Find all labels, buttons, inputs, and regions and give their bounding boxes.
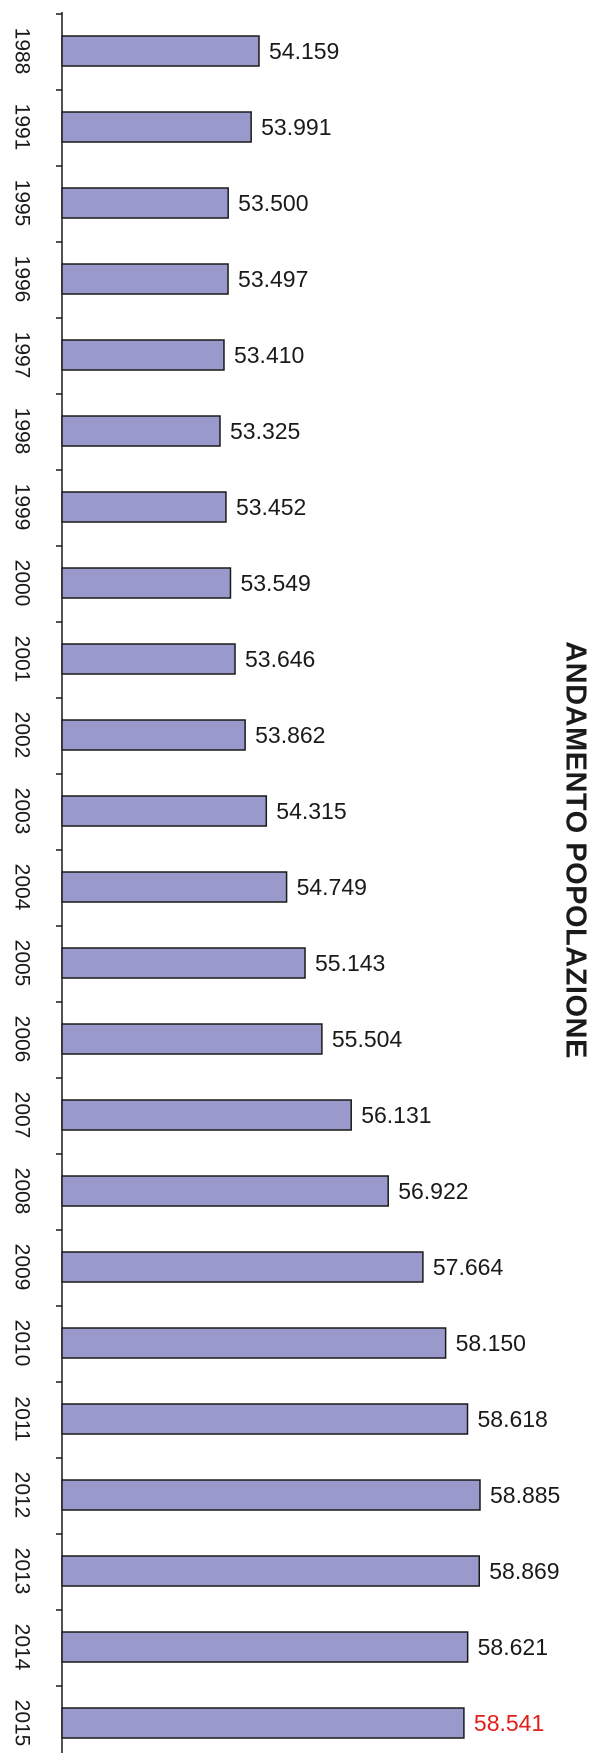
bar-1999 [62, 492, 226, 522]
data-label-1996: 53.497 [238, 266, 308, 292]
data-label-2009: 57.664 [433, 1254, 504, 1280]
tick-label-2009: 2009 [11, 1244, 34, 1291]
tick-label-2015: 2015 [11, 1700, 34, 1747]
data-label-2011: 58.618 [478, 1406, 548, 1432]
chart-title-container: ANDAMENTO POPOLAZIONE [545, 0, 605, 1753]
bar-2008 [62, 1176, 388, 1206]
tick-label-2008: 2008 [11, 1168, 34, 1215]
data-label-2006: 55.504 [332, 1026, 403, 1052]
data-label-2014: 58.621 [478, 1634, 548, 1660]
tick-label-1999: 1999 [11, 484, 34, 531]
chart-title: ANDAMENTO POPOLAZIONE [559, 641, 592, 1059]
bar-1991 [62, 112, 251, 142]
tick-label-2002: 2002 [11, 712, 34, 759]
tick-label-2006: 2006 [11, 1016, 34, 1063]
bar-1996 [62, 264, 228, 294]
tick-label-1998: 1998 [11, 408, 34, 455]
tick-label-2012: 2012 [11, 1472, 34, 1519]
tick-label-2007: 2007 [11, 1092, 34, 1139]
bar-1988 [62, 36, 259, 66]
tick-label-2000: 2000 [11, 560, 34, 607]
data-label-2007: 56.131 [361, 1102, 431, 1128]
bar-2009 [62, 1252, 423, 1282]
tick-label-1988: 1988 [11, 28, 34, 75]
bar-2002 [62, 720, 245, 750]
data-label-2001: 53.646 [245, 646, 315, 672]
bar-1997 [62, 340, 224, 370]
bar-2004 [62, 872, 287, 902]
bar-2010 [62, 1328, 446, 1358]
bar-2000 [62, 568, 230, 598]
data-label-2004: 54.749 [297, 874, 367, 900]
tick-label-1996: 1996 [11, 256, 34, 303]
data-label-1997: 53.410 [234, 342, 304, 368]
tick-label-2014: 2014 [11, 1624, 34, 1671]
tick-label-2001: 2001 [11, 636, 34, 683]
bar-2006 [62, 1024, 322, 1054]
data-label-2010: 58.150 [456, 1330, 526, 1356]
data-label-2000: 53.549 [240, 570, 310, 596]
data-label-1995: 53.500 [238, 190, 308, 216]
data-label-1998: 53.325 [230, 418, 300, 444]
bar-2001 [62, 644, 235, 674]
tick-label-2005: 2005 [11, 940, 34, 987]
data-label-2005: 55.143 [315, 950, 385, 976]
tick-label-1995: 1995 [11, 180, 34, 227]
tick-label-1997: 1997 [11, 332, 34, 379]
data-label-1988: 54.159 [269, 38, 339, 64]
data-label-1991: 53.991 [261, 114, 331, 140]
bar-2003 [62, 796, 266, 826]
bar-2007 [62, 1100, 351, 1130]
bar-1995 [62, 188, 228, 218]
data-label-2002: 53.862 [255, 722, 325, 748]
bar-2014 [62, 1632, 468, 1662]
bar-2015 [62, 1708, 464, 1738]
tick-label-2004: 2004 [11, 864, 34, 911]
data-label-2003: 54.315 [276, 798, 346, 824]
bar-2011 [62, 1404, 468, 1434]
tick-label-1991: 1991 [11, 104, 34, 151]
tick-label-2003: 2003 [11, 788, 34, 835]
data-label-2008: 56.922 [398, 1178, 468, 1204]
tick-label-2013: 2013 [11, 1548, 34, 1595]
bar-2012 [62, 1480, 480, 1510]
bar-1998 [62, 416, 220, 446]
tick-label-2011: 2011 [11, 1396, 34, 1441]
data-label-2015: 58.541 [474, 1710, 544, 1736]
bar-2013 [62, 1556, 479, 1586]
tick-label-2010: 2010 [11, 1320, 34, 1367]
data-label-1999: 53.452 [236, 494, 306, 520]
bar-2005 [62, 948, 305, 978]
